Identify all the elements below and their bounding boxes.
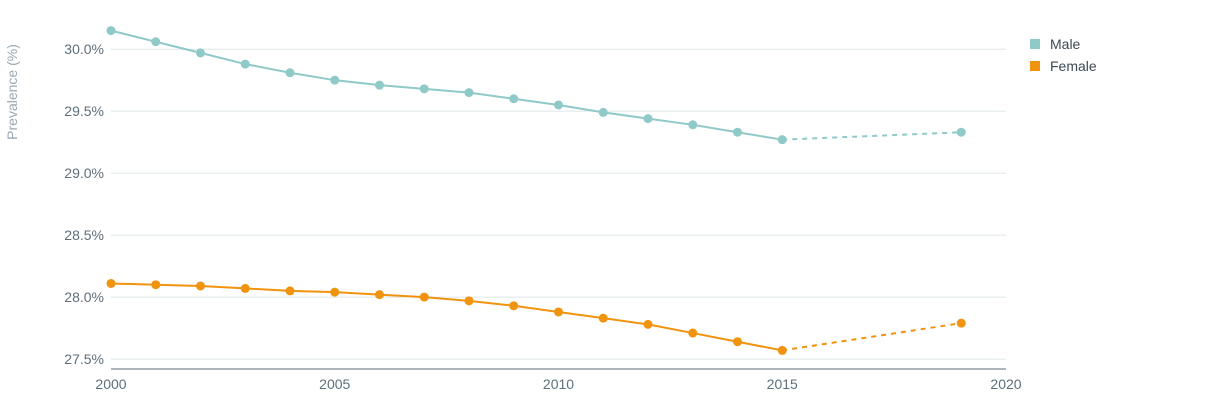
data-point-male[interactable] <box>419 84 429 94</box>
data-point-male[interactable] <box>598 107 608 117</box>
series-line-female <box>110 282 783 352</box>
x-tick-label: 2020 <box>990 376 1021 392</box>
data-point-male[interactable] <box>643 114 653 124</box>
series-projection-line-female <box>782 322 962 352</box>
data-point-male[interactable] <box>151 37 161 47</box>
x-tick-label: 2000 <box>95 376 126 392</box>
y-axis: 27.5% 28.0% 28.5% 29.0% 29.5% 30.0% <box>64 41 104 367</box>
legend-label-female: Female <box>1050 58 1097 74</box>
series-line-male <box>110 29 783 141</box>
data-point-male[interactable] <box>330 75 340 85</box>
data-point-female[interactable] <box>598 313 608 323</box>
data-point-female[interactable] <box>196 281 205 291</box>
series-projection-line-male <box>782 131 962 141</box>
legend-item-female[interactable]: Female <box>1030 55 1097 77</box>
y-axis-title: Prevalence (%) <box>4 44 20 140</box>
legend-item-male[interactable]: Male <box>1030 33 1097 55</box>
data-point-male[interactable] <box>196 48 205 58</box>
data-point-female[interactable] <box>151 280 161 290</box>
data-point-male[interactable] <box>554 100 563 110</box>
legend-swatch-female <box>1030 61 1040 71</box>
series-group <box>106 26 966 355</box>
data-point-male[interactable] <box>956 127 966 137</box>
y-tick-label: 27.5% <box>64 351 104 367</box>
y-tick-label: 29.5% <box>64 103 104 119</box>
y-tick-label: 30.0% <box>64 41 104 57</box>
data-point-female[interactable] <box>375 290 384 300</box>
data-point-male[interactable] <box>464 88 474 98</box>
legend-swatch-male <box>1030 39 1040 49</box>
data-point-female[interactable] <box>419 292 429 302</box>
x-tick-label: 2010 <box>543 376 574 392</box>
data-point-male[interactable] <box>733 127 742 137</box>
data-point-male[interactable] <box>777 135 787 145</box>
data-point-female[interactable] <box>956 318 966 328</box>
y-tick-label: 28.5% <box>64 227 104 243</box>
data-point-female[interactable] <box>509 301 519 311</box>
y-tick-label: 28.0% <box>64 289 104 305</box>
y-tick-label: 29.0% <box>64 165 104 181</box>
data-point-female[interactable] <box>285 286 295 296</box>
data-point-male[interactable] <box>375 80 384 90</box>
data-point-female[interactable] <box>330 287 340 297</box>
data-point-female[interactable] <box>777 345 787 355</box>
data-point-female[interactable] <box>688 328 698 338</box>
data-point-female[interactable] <box>464 296 474 306</box>
x-axis: 2000 2005 2010 2015 2020 <box>95 368 1022 392</box>
series-male <box>106 26 966 145</box>
x-tick-label: 2005 <box>319 376 350 392</box>
grid-lines <box>111 48 1006 360</box>
x-tick-label: 2015 <box>767 376 798 392</box>
series-female <box>106 278 966 355</box>
data-point-male[interactable] <box>285 68 295 78</box>
data-point-female[interactable] <box>240 283 250 293</box>
data-point-female[interactable] <box>643 319 653 329</box>
data-point-male[interactable] <box>106 26 116 36</box>
data-point-female[interactable] <box>554 307 563 317</box>
data-point-male[interactable] <box>509 94 519 104</box>
data-point-male[interactable] <box>240 59 250 69</box>
data-point-male[interactable] <box>688 120 698 130</box>
legend-label-male: Male <box>1050 36 1081 52</box>
data-point-female[interactable] <box>106 278 116 288</box>
data-point-female[interactable] <box>733 337 742 347</box>
legend: Male Female <box>1030 33 1097 77</box>
